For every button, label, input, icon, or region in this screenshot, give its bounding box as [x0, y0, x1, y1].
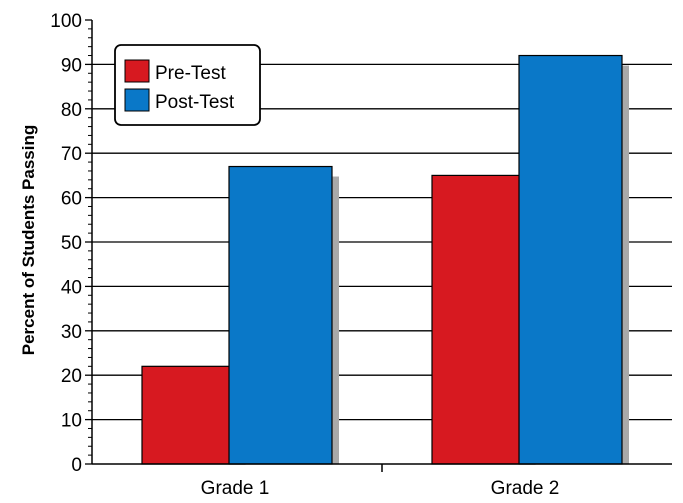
- y-tick-label: 30: [61, 322, 82, 343]
- legend-swatch: [124, 88, 150, 112]
- legend: Pre-Test Post-Test: [114, 44, 261, 126]
- bars: [141, 54, 629, 465]
- y-tick-label: 40: [61, 277, 82, 298]
- y-tick-label: 50: [61, 233, 82, 254]
- y-tick-label: 100: [50, 11, 82, 32]
- y-tick-label: 0: [71, 455, 82, 476]
- x-tick-labels: Grade 1 Grade 2: [201, 478, 560, 499]
- bar-post-test-2: [518, 54, 623, 465]
- bar-post-test-1: [228, 165, 333, 465]
- y-tick-label: 90: [61, 55, 82, 76]
- legend-label: Pre-Test: [155, 63, 226, 84]
- x-tick-label: Grade 2: [491, 478, 560, 499]
- y-tick-label: 70: [61, 144, 82, 165]
- bar-pre-test-2: [431, 174, 536, 465]
- y-tick-label: 60: [61, 189, 82, 210]
- y-tick-label: 80: [61, 100, 82, 121]
- y-tick-label: 10: [61, 411, 82, 432]
- bar-shadow: [622, 65, 629, 465]
- y-axis-title: Percent of Students Passing: [19, 125, 38, 356]
- y-tick-label: 20: [61, 366, 82, 387]
- bar-shadow: [332, 176, 339, 464]
- legend-box: [114, 44, 261, 126]
- legend-label: Post-Test: [155, 92, 235, 113]
- legend-swatch: [124, 59, 150, 83]
- bar-pre-test-1: [141, 365, 246, 465]
- x-tick-label: Grade 1: [201, 478, 270, 499]
- axes: [85, 19, 672, 472]
- y-tick-labels: 0 10 20 30 40 50 60 70 80 90 100: [50, 11, 82, 476]
